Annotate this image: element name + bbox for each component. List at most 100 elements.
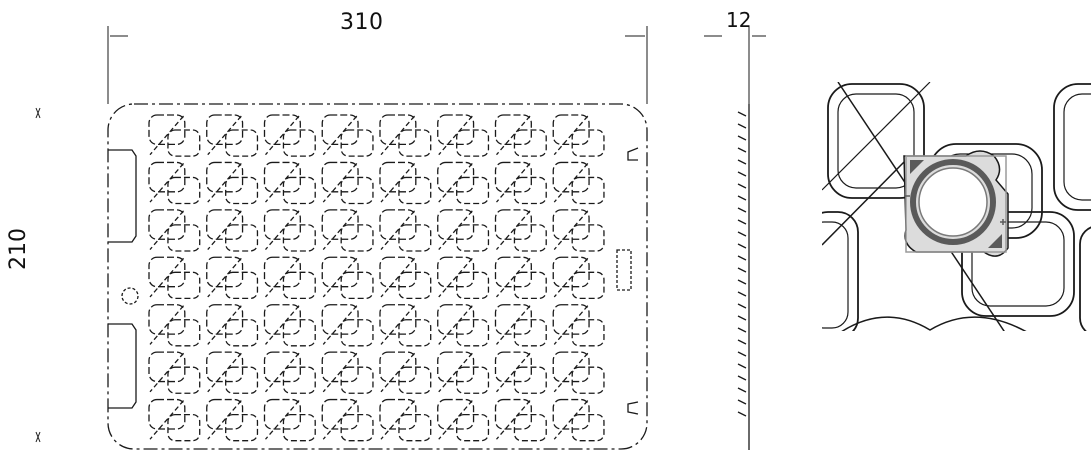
side-rib <box>737 123 747 129</box>
side-rib <box>737 411 747 417</box>
tray-cell-diagonal <box>438 163 473 203</box>
tray-cell-diagonal <box>553 400 589 440</box>
tray-cell-diagonal <box>265 163 300 203</box>
tray-cell-diagonal <box>207 115 242 156</box>
tray-cell-diagonal <box>553 163 589 203</box>
detail-cell-top-left <box>827 83 925 199</box>
side-rib <box>737 327 747 333</box>
tray-cell-diagonal <box>438 115 473 156</box>
tray-cell-diagonal <box>496 257 531 298</box>
tray-cell-diagonal <box>380 400 416 440</box>
tray-cell-diagonal <box>207 400 242 440</box>
tray-cell-diagonal <box>322 163 358 203</box>
tray-cell-offset <box>340 366 374 394</box>
tray-cell-offset <box>513 271 547 300</box>
tray-cell-offset <box>340 413 374 442</box>
tray-cell-offset <box>571 129 605 157</box>
detail-cell-bottom-far-right <box>1079 226 1091 331</box>
tray-cell-diagonal <box>149 115 185 156</box>
thickness-dimension-lines <box>704 26 766 104</box>
side-rib <box>737 195 747 201</box>
tray-cell-offset <box>398 319 432 347</box>
tray-cell-offset <box>340 271 374 300</box>
tray-cell-diagonal <box>265 352 300 393</box>
tray-cell-diagonal <box>496 400 531 440</box>
tray-cell-offset <box>513 366 547 394</box>
tray-cell-diagonal <box>322 352 358 393</box>
tray-cell-diagonal <box>207 163 242 203</box>
width-dimension-lines <box>107 26 648 104</box>
tray-cell-offset <box>513 224 547 252</box>
tray-cell-offset <box>167 271 201 300</box>
side-rib <box>737 387 747 393</box>
tray-cell-diagonal <box>380 352 416 393</box>
tray-cell-diagonal <box>149 257 185 298</box>
tray-cell-diagonal <box>380 305 416 345</box>
tray-cell-diagonal <box>438 257 473 298</box>
tray-cell-diagonal <box>265 257 300 298</box>
side-rib <box>737 279 747 285</box>
tray-cell-offset <box>571 413 605 442</box>
tray-cell-offset <box>398 176 432 205</box>
tray-cell-diagonal <box>380 210 416 250</box>
tray-cell-diagonal <box>322 257 358 298</box>
detail-bottom-arc <box>841 316 1027 331</box>
right-mark-top <box>627 147 639 161</box>
tray-cell-offset <box>456 319 490 347</box>
side-rib <box>737 303 747 309</box>
tray-cell-offset <box>456 366 490 394</box>
tray-cell-diagonal <box>149 210 185 250</box>
detail-cell-bottom-right <box>961 211 1075 317</box>
height-dimension-label: 210 <box>6 228 31 270</box>
tray-cell-diagonal <box>322 400 358 440</box>
tray-cell-diagonal <box>322 115 358 156</box>
tray-cell-offset <box>513 129 547 157</box>
tray-cell-diagonal <box>438 352 473 393</box>
tray-cell-offset <box>167 319 201 347</box>
tray-cell-diagonal <box>265 400 300 440</box>
tray-cell-offset <box>398 224 432 252</box>
tray-cell-diagonal <box>496 305 531 345</box>
detail-cell-bottom-left <box>822 211 859 331</box>
tray-cell-diagonal <box>207 352 242 393</box>
side-rib <box>737 171 747 177</box>
tray-cell-diagonal <box>265 115 300 156</box>
tray-cell-diagonal <box>380 257 416 298</box>
tray-cell-diagonal <box>553 257 589 298</box>
detail-cell-top-right <box>1053 83 1091 211</box>
tray-cell-offset <box>340 129 374 157</box>
side-rib <box>737 339 747 345</box>
tray-cell-diagonal <box>496 115 531 156</box>
tray-cell-offset <box>571 224 605 252</box>
tray-cell-offset <box>225 319 259 347</box>
side-rib <box>737 243 747 249</box>
tray-outline <box>107 103 648 450</box>
left-handle-top <box>108 149 137 243</box>
side-rib <box>737 399 747 405</box>
tray-cell-offset <box>225 176 259 205</box>
tray-cell-offset <box>340 224 374 252</box>
tray-cell-diagonal <box>265 305 300 345</box>
tray-cell-offset <box>282 129 316 157</box>
side-rib <box>737 255 747 261</box>
tray-cell-diagonal <box>207 210 242 250</box>
side-rib <box>737 159 747 165</box>
side-rib <box>737 291 747 297</box>
tray-cell-offset <box>167 129 201 157</box>
right-mark-bottom <box>627 401 639 415</box>
side-rib <box>737 111 747 117</box>
tray-cell-offset <box>282 319 316 347</box>
tray-top-view <box>107 103 648 450</box>
tray-cell-offset <box>225 413 259 442</box>
tray-cell-diagonal <box>322 210 358 250</box>
tray-cell-diagonal <box>553 115 589 156</box>
tray-cell-diagonal <box>149 163 185 203</box>
tray-cell-offset <box>282 224 316 252</box>
tray-cell-offset <box>167 366 201 394</box>
detail-diagonal-3 <box>822 82 931 191</box>
left-handle-bottom <box>108 323 137 409</box>
detail-insert-highlight <box>903 150 1009 257</box>
thickness-dimension-label: 12 <box>726 8 752 32</box>
tray-cell-offset <box>282 413 316 442</box>
